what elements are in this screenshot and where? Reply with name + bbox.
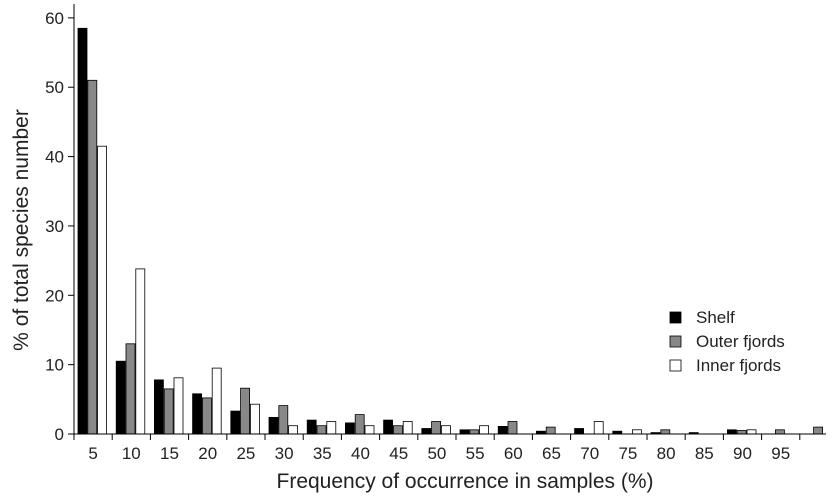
legend: Shelf Outer fjords Inner fjords	[669, 308, 785, 375]
bar-outer-fjords-40	[354, 414, 365, 435]
bar-outer-fjords-50	[431, 421, 442, 435]
legend-label-shelf: Shelf	[696, 308, 735, 327]
axes-layer: 0 10 20 30 40 50 60 5 10 15 20 25 30 35 40 45 50 55 60 65 70…	[45, 4, 826, 463]
bar-shelf-60	[497, 425, 508, 435]
bar-shelf-15	[153, 379, 164, 435]
x-tick-label: 30	[275, 444, 294, 463]
bar-inner-fjords-20	[211, 367, 222, 435]
bar-inner-fjords-90	[746, 429, 757, 435]
x-tick-label: 85	[695, 444, 714, 463]
bar-outer-fjords-5	[87, 79, 98, 435]
legend-label-outer-fjords: Outer fjords	[696, 332, 785, 351]
bar-inner-fjords-70	[593, 421, 604, 435]
y-tick-label: 0	[55, 425, 64, 444]
bar-shelf-10	[115, 360, 126, 435]
y-tick-label: 10	[45, 356, 64, 375]
x-tick-label: 55	[466, 444, 485, 463]
bar-outer-fjords-25	[240, 387, 251, 435]
y-tick-label: 50	[45, 78, 64, 97]
x-tick-label: 25	[236, 444, 255, 463]
bar-inner-fjords-40	[364, 425, 375, 435]
bar-inner-fjords-5	[97, 145, 107, 435]
x-tick-label: 45	[389, 444, 408, 463]
bar-outer-fjords-80	[660, 429, 671, 435]
x-tick-label: 60	[504, 444, 523, 463]
y-tick-label: 60	[45, 9, 64, 28]
x-tick-label: 20	[198, 444, 217, 463]
x-tick-label: 75	[618, 444, 637, 463]
x-tick-label: 15	[160, 444, 179, 463]
bar-inner-fjords-25	[249, 403, 260, 435]
bar-outer-fjords-10	[125, 343, 136, 435]
bar-outer-fjords-45	[392, 425, 403, 435]
bar-shelf-90	[727, 429, 737, 435]
x-tick-label: 5	[88, 444, 97, 463]
bar-shelf-55	[459, 429, 470, 435]
y-axis-label: % of total species number	[10, 109, 33, 351]
bar-inner-fjords-50	[440, 425, 451, 435]
x-tick-label: 80	[657, 444, 676, 463]
bar-outer-fjords-100	[813, 426, 823, 435]
y-tick-label: 30	[45, 217, 64, 236]
y-tick-label: 20	[45, 286, 64, 305]
bar-shelf-50	[421, 428, 432, 435]
bar-shelf-5	[77, 27, 88, 435]
x-tick-label: 40	[351, 444, 370, 463]
bar-outer-fjords-90	[736, 430, 747, 435]
x-tick-label: 65	[542, 444, 561, 463]
bar-outer-fjords-35	[316, 425, 327, 435]
bars-layer	[77, 27, 823, 435]
legend-swatch-shelf	[669, 311, 682, 324]
bar-inner-fjords-10	[135, 268, 146, 435]
legend-swatch-outer-fjords	[669, 335, 682, 348]
bar-inner-fjords-75	[632, 429, 642, 435]
bar-shelf-25	[230, 410, 241, 435]
bar-outer-fjords-20	[201, 397, 212, 435]
x-tick-label: 95	[771, 444, 790, 463]
x-tick-label: 70	[580, 444, 599, 463]
x-tick-label: 10	[122, 444, 141, 463]
bar-outer-fjords-95	[775, 429, 785, 435]
bar-shelf-30	[268, 416, 279, 435]
bar-inner-fjords-15	[173, 377, 184, 435]
x-tick-label: 90	[733, 444, 752, 463]
bar-shelf-35	[306, 419, 317, 435]
legend-swatch-inner-fjords	[669, 359, 682, 372]
bar-inner-fjords-35	[326, 421, 337, 435]
bar-outer-fjords-15	[163, 388, 174, 435]
bar-outer-fjords-60	[507, 421, 518, 435]
bar-shelf-45	[383, 419, 394, 435]
bar-inner-fjords-30	[288, 425, 299, 435]
bar-inner-fjords-45	[402, 421, 413, 435]
x-tick-label: 50	[427, 444, 446, 463]
bar-inner-fjords-55	[479, 425, 490, 435]
bar-outer-fjords-55	[469, 429, 480, 435]
bar-outer-fjords-30	[278, 405, 289, 435]
y-tick-label: 40	[45, 148, 64, 167]
bar-shelf-20	[192, 393, 203, 435]
bar-outer-fjords-65	[545, 426, 556, 435]
x-axis-label: Frequency of occurrence in samples (%)	[277, 470, 654, 493]
legend-label-inner-fjords: Inner fjords	[696, 356, 781, 375]
bar-shelf-40	[344, 422, 355, 435]
bar-shelf-70	[574, 428, 584, 435]
x-tick-label: 35	[313, 444, 332, 463]
